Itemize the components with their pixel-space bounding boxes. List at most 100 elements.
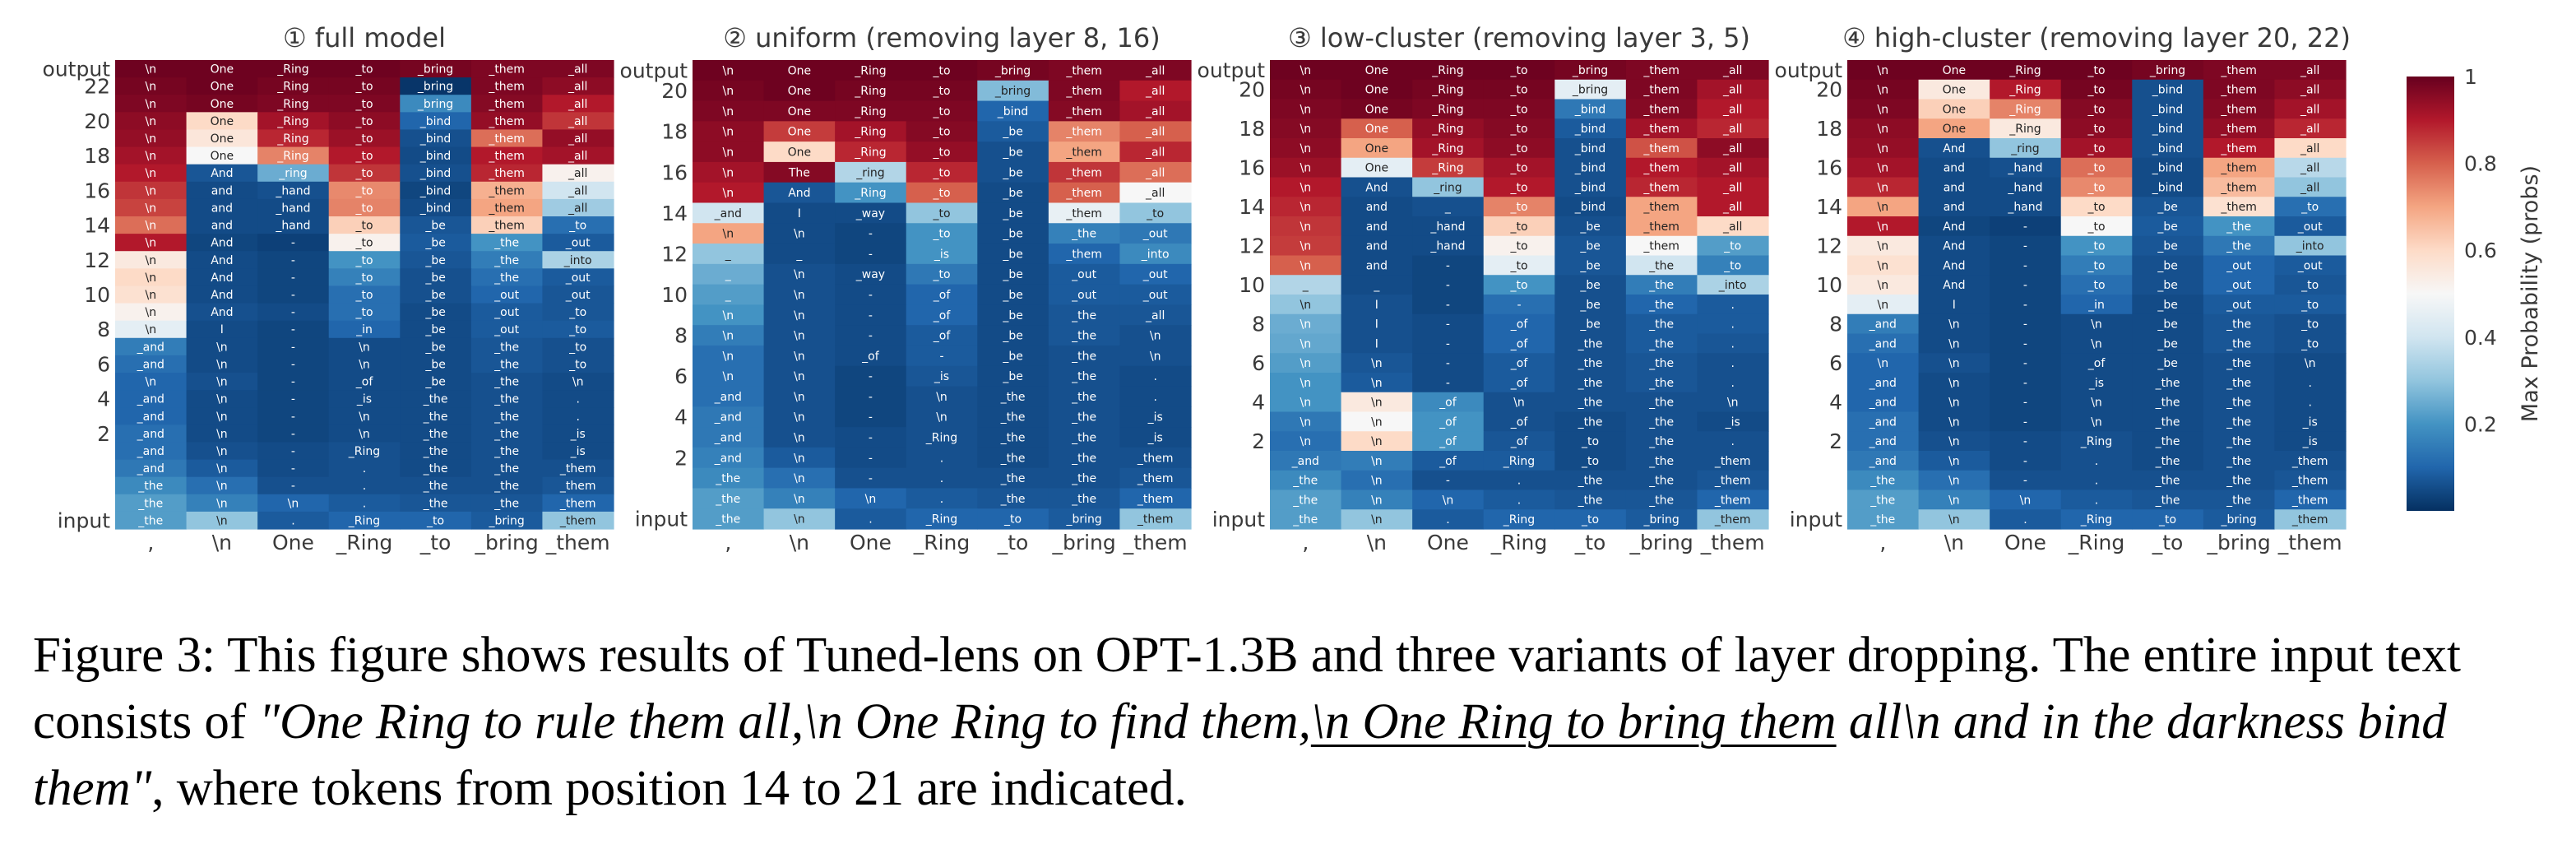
cell-label: .	[363, 462, 366, 476]
cell-label: -	[869, 248, 873, 261]
heatmap-cell	[2274, 451, 2347, 471]
cell-label: _be	[2157, 357, 2178, 370]
heatmap-cell	[1483, 431, 1555, 452]
x-tick-label: One	[850, 531, 892, 554]
cell-label: -	[2023, 435, 2027, 448]
cell-label: \n	[145, 81, 156, 94]
cell-label: _and	[714, 452, 742, 465]
heatmap-cell	[693, 304, 765, 326]
heatmap-cell	[2203, 451, 2276, 471]
cell-label: _of	[2087, 357, 2106, 370]
heatmap-cell	[1341, 60, 1413, 81]
cell-label: _ring	[278, 167, 307, 180]
cell-label: _the	[2226, 475, 2251, 488]
y-tick-label: input	[635, 508, 688, 531]
cell-label: _them	[488, 150, 525, 163]
cell-label: _them	[1642, 123, 1679, 136]
cell-label: _	[1373, 279, 1380, 292]
heatmap-cell	[2274, 118, 2347, 139]
heatmap-cell	[470, 476, 544, 495]
cell-label: _to	[1509, 123, 1527, 136]
heatmap-cell	[2060, 451, 2133, 471]
cell-label: \n	[145, 115, 156, 128]
cell-label: _the	[2226, 318, 2251, 332]
heatmap-cell	[470, 337, 544, 356]
y-tick-label: output	[43, 58, 111, 81]
heatmap-cell	[2132, 451, 2204, 471]
heatmap-cell	[906, 142, 978, 163]
cell-label: And	[211, 167, 233, 180]
cell-label: I	[220, 323, 224, 336]
cell-label: \n	[722, 330, 734, 343]
x-tick-label: ,	[725, 531, 731, 554]
heatmap-cell	[693, 406, 765, 428]
cell-label: _the	[423, 393, 448, 406]
heatmap-cell	[1847, 451, 1920, 471]
y-tick-label: 4	[1829, 391, 1842, 415]
heatmap-cell	[1412, 79, 1485, 100]
cell-label: _the	[1648, 259, 1674, 272]
cell-label: _all	[1722, 162, 1742, 175]
heatmap-cell	[977, 60, 1049, 81]
cell-label: _all	[1722, 103, 1742, 116]
cell-label: _Ring	[2008, 103, 2041, 116]
heatmap-cell	[1847, 99, 1920, 119]
cell-label: and	[211, 202, 233, 215]
cell-label: _them	[1137, 513, 1174, 527]
heatmap-cell	[542, 251, 614, 269]
y-tick-label: output	[620, 58, 688, 82]
x-tick-label: _bring	[1051, 531, 1115, 554]
cell-label: _them	[1065, 248, 1102, 261]
cell-label: _Ring	[348, 514, 380, 527]
cell-label: -	[1446, 357, 1450, 370]
cell-label: _to	[568, 306, 586, 319]
cell-label: \n	[2305, 357, 2316, 370]
heatmap-cell	[906, 365, 978, 387]
heatmap-cell	[1625, 99, 1698, 119]
cell-label: _the	[1578, 377, 1603, 390]
cell-label: _the	[1071, 391, 1096, 404]
cell-label: \n	[216, 462, 228, 476]
cell-label: _the	[2155, 475, 2180, 488]
cell-label: _bring	[417, 81, 453, 94]
cell-label: .	[576, 393, 579, 406]
cell-label: \n	[794, 309, 805, 322]
cell-label: _be	[424, 323, 446, 336]
cell-label: _them	[1714, 513, 1751, 527]
heatmap-cell	[1697, 392, 1769, 413]
colorbar-tick-label: 0.6	[2464, 239, 2497, 262]
cell-label: And	[211, 271, 233, 285]
cell-label: The	[788, 166, 810, 179]
cell-label: _the	[423, 497, 448, 510]
heatmap-cell	[1990, 392, 2062, 413]
heatmap-cell	[1270, 60, 1342, 81]
cell-label: _Ring	[2080, 513, 2112, 527]
heatmap-cell	[115, 146, 188, 165]
cell-label: _them	[2220, 142, 2257, 155]
heatmap-cell	[1119, 161, 1192, 183]
heatmap-cell	[1341, 295, 1413, 315]
heatmap-cell	[906, 284, 978, 305]
cell-label: I	[1375, 337, 1378, 350]
cell-label: -	[291, 341, 295, 354]
cell-label: _of	[1439, 455, 1457, 468]
heatmap-cell	[1341, 197, 1413, 217]
heatmap-cell	[1990, 235, 2062, 257]
y-tick-label: 8	[1252, 313, 1265, 336]
cell-label: _the	[423, 428, 448, 441]
cell-label: \n	[1877, 142, 1888, 155]
cell-label: .	[2095, 455, 2098, 468]
cell-label: _all	[2300, 64, 2319, 77]
heatmap-cell	[2203, 392, 2276, 413]
heatmap-cell	[328, 407, 401, 425]
cell-label: \n	[794, 228, 805, 241]
heatmap-cell	[1341, 235, 1413, 257]
heatmap-cell	[400, 95, 472, 113]
heatmap-cell	[1625, 489, 1698, 510]
cell-label: \n	[216, 428, 228, 441]
cell-label: _of	[861, 350, 880, 363]
cell-label: .	[1730, 357, 1734, 370]
heatmap-cell	[1412, 235, 1485, 257]
heatmap-cell	[2203, 373, 2276, 393]
heatmap-cell	[1918, 489, 1990, 510]
